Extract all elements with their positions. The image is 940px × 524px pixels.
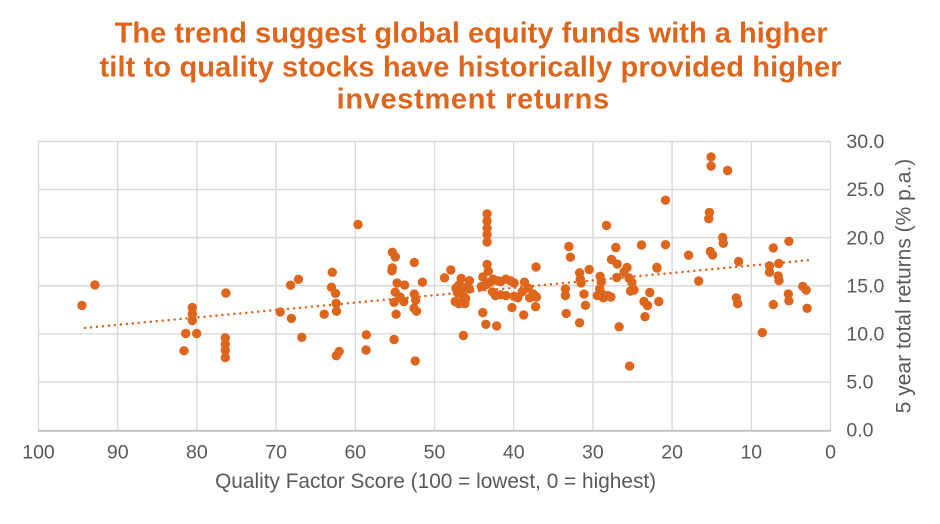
svg-text:15.0: 15.0 xyxy=(846,275,884,297)
svg-text:30: 30 xyxy=(582,442,604,464)
svg-text:100: 100 xyxy=(22,442,55,464)
svg-text:investment returns: investment returns xyxy=(337,84,609,116)
svg-text:60: 60 xyxy=(344,442,366,464)
svg-text:10.0: 10.0 xyxy=(846,324,884,346)
svg-text:40: 40 xyxy=(503,442,525,464)
svg-text:20.0: 20.0 xyxy=(846,227,884,249)
svg-text:0.0: 0.0 xyxy=(846,420,873,442)
svg-text:80: 80 xyxy=(186,442,208,464)
svg-text:0: 0 xyxy=(825,442,836,464)
svg-text:The trend suggest global equit: The trend suggest global equity funds wi… xyxy=(115,18,828,50)
svg-text:5 year total returns (% p.a.): 5 year total returns (% p.a.) xyxy=(893,159,916,413)
svg-text:90: 90 xyxy=(107,442,129,464)
svg-text:tilt to quality stocks have hi: tilt to quality stocks have historically… xyxy=(100,52,842,84)
svg-text:20: 20 xyxy=(661,442,683,464)
svg-text:25.0: 25.0 xyxy=(846,179,884,201)
svg-text:5.0: 5.0 xyxy=(846,372,873,394)
svg-text:30.0: 30.0 xyxy=(846,131,884,153)
svg-text:Quality Factor Score (100 = lo: Quality Factor Score (100 = lowest, 0 = … xyxy=(215,470,656,493)
svg-text:10: 10 xyxy=(740,442,762,464)
svg-text:50: 50 xyxy=(424,442,446,464)
svg-text:70: 70 xyxy=(265,442,287,464)
